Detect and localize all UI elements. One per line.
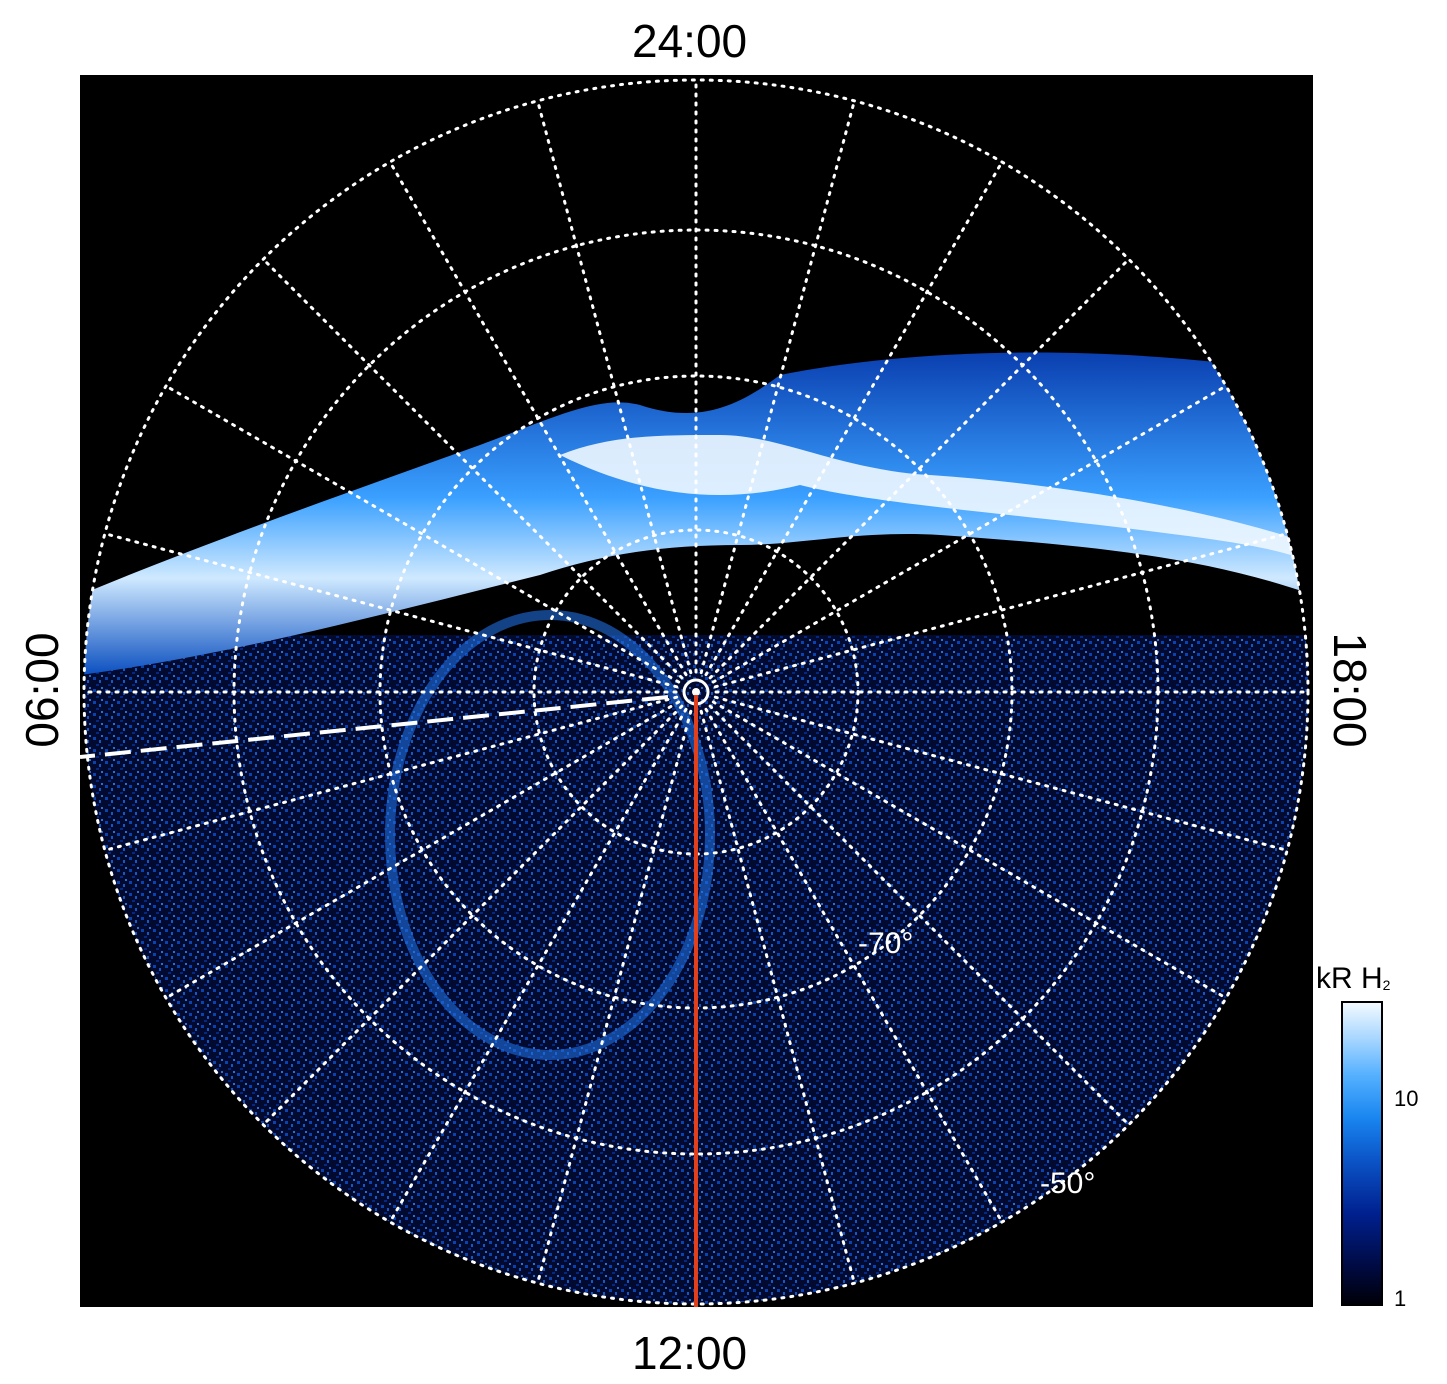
meridian-line: [708, 257, 1131, 680]
meridian-line: [711, 700, 1228, 1000]
dusk-label: 18:00: [1324, 632, 1376, 748]
bright-arc: [560, 435, 1308, 565]
pole-dot: [692, 688, 700, 696]
meridian-line: [103, 532, 679, 689]
meridian-line: [704, 160, 1004, 677]
meridian-line: [388, 160, 688, 677]
noon-label: 12:00: [632, 1327, 748, 1379]
meridian-line: [704, 707, 1004, 1224]
meridian-line: [713, 695, 1289, 852]
latitude-label-50: -50°: [1040, 1167, 1096, 1200]
colorbar-tick-10: 10: [1394, 1086, 1419, 1111]
auroral-polar-projection: -70° -50°: [80, 75, 1313, 1307]
lat-circle: [82, 78, 1310, 1306]
meridian-line: [699, 709, 856, 1285]
auroral-oval: [84, 352, 1308, 675]
meridian-line: [713, 532, 1289, 689]
colorbar-title: kR H2: [1316, 962, 1390, 996]
latitude-label-70: -70°: [858, 927, 914, 960]
meridian-line: [536, 99, 693, 675]
colorbar-title-text: kR H: [1316, 962, 1383, 995]
meridian-line: [261, 704, 684, 1127]
dawn-dashed-line: [80, 695, 669, 759]
meridian-line: [261, 257, 684, 680]
meridian-line: [103, 695, 679, 852]
colorbar: [1341, 1001, 1383, 1306]
colorbar-title-subscript: 2: [1382, 977, 1391, 993]
midnight-label: 24:00: [632, 15, 748, 67]
meridian-line: [536, 709, 693, 1285]
colorbar-tick-1: 1: [1394, 1286, 1407, 1311]
meridian-line: [164, 700, 681, 1000]
dawn-label: 06:00: [16, 632, 68, 748]
meridian-line: [708, 704, 1131, 1127]
meridian-line: [711, 384, 1228, 684]
meridian-line: [388, 707, 688, 1224]
polar-image-svg: [80, 78, 1310, 1307]
meridian-line: [699, 99, 856, 675]
meridian-line: [164, 384, 681, 684]
dayside-arc: [385, 610, 715, 1060]
